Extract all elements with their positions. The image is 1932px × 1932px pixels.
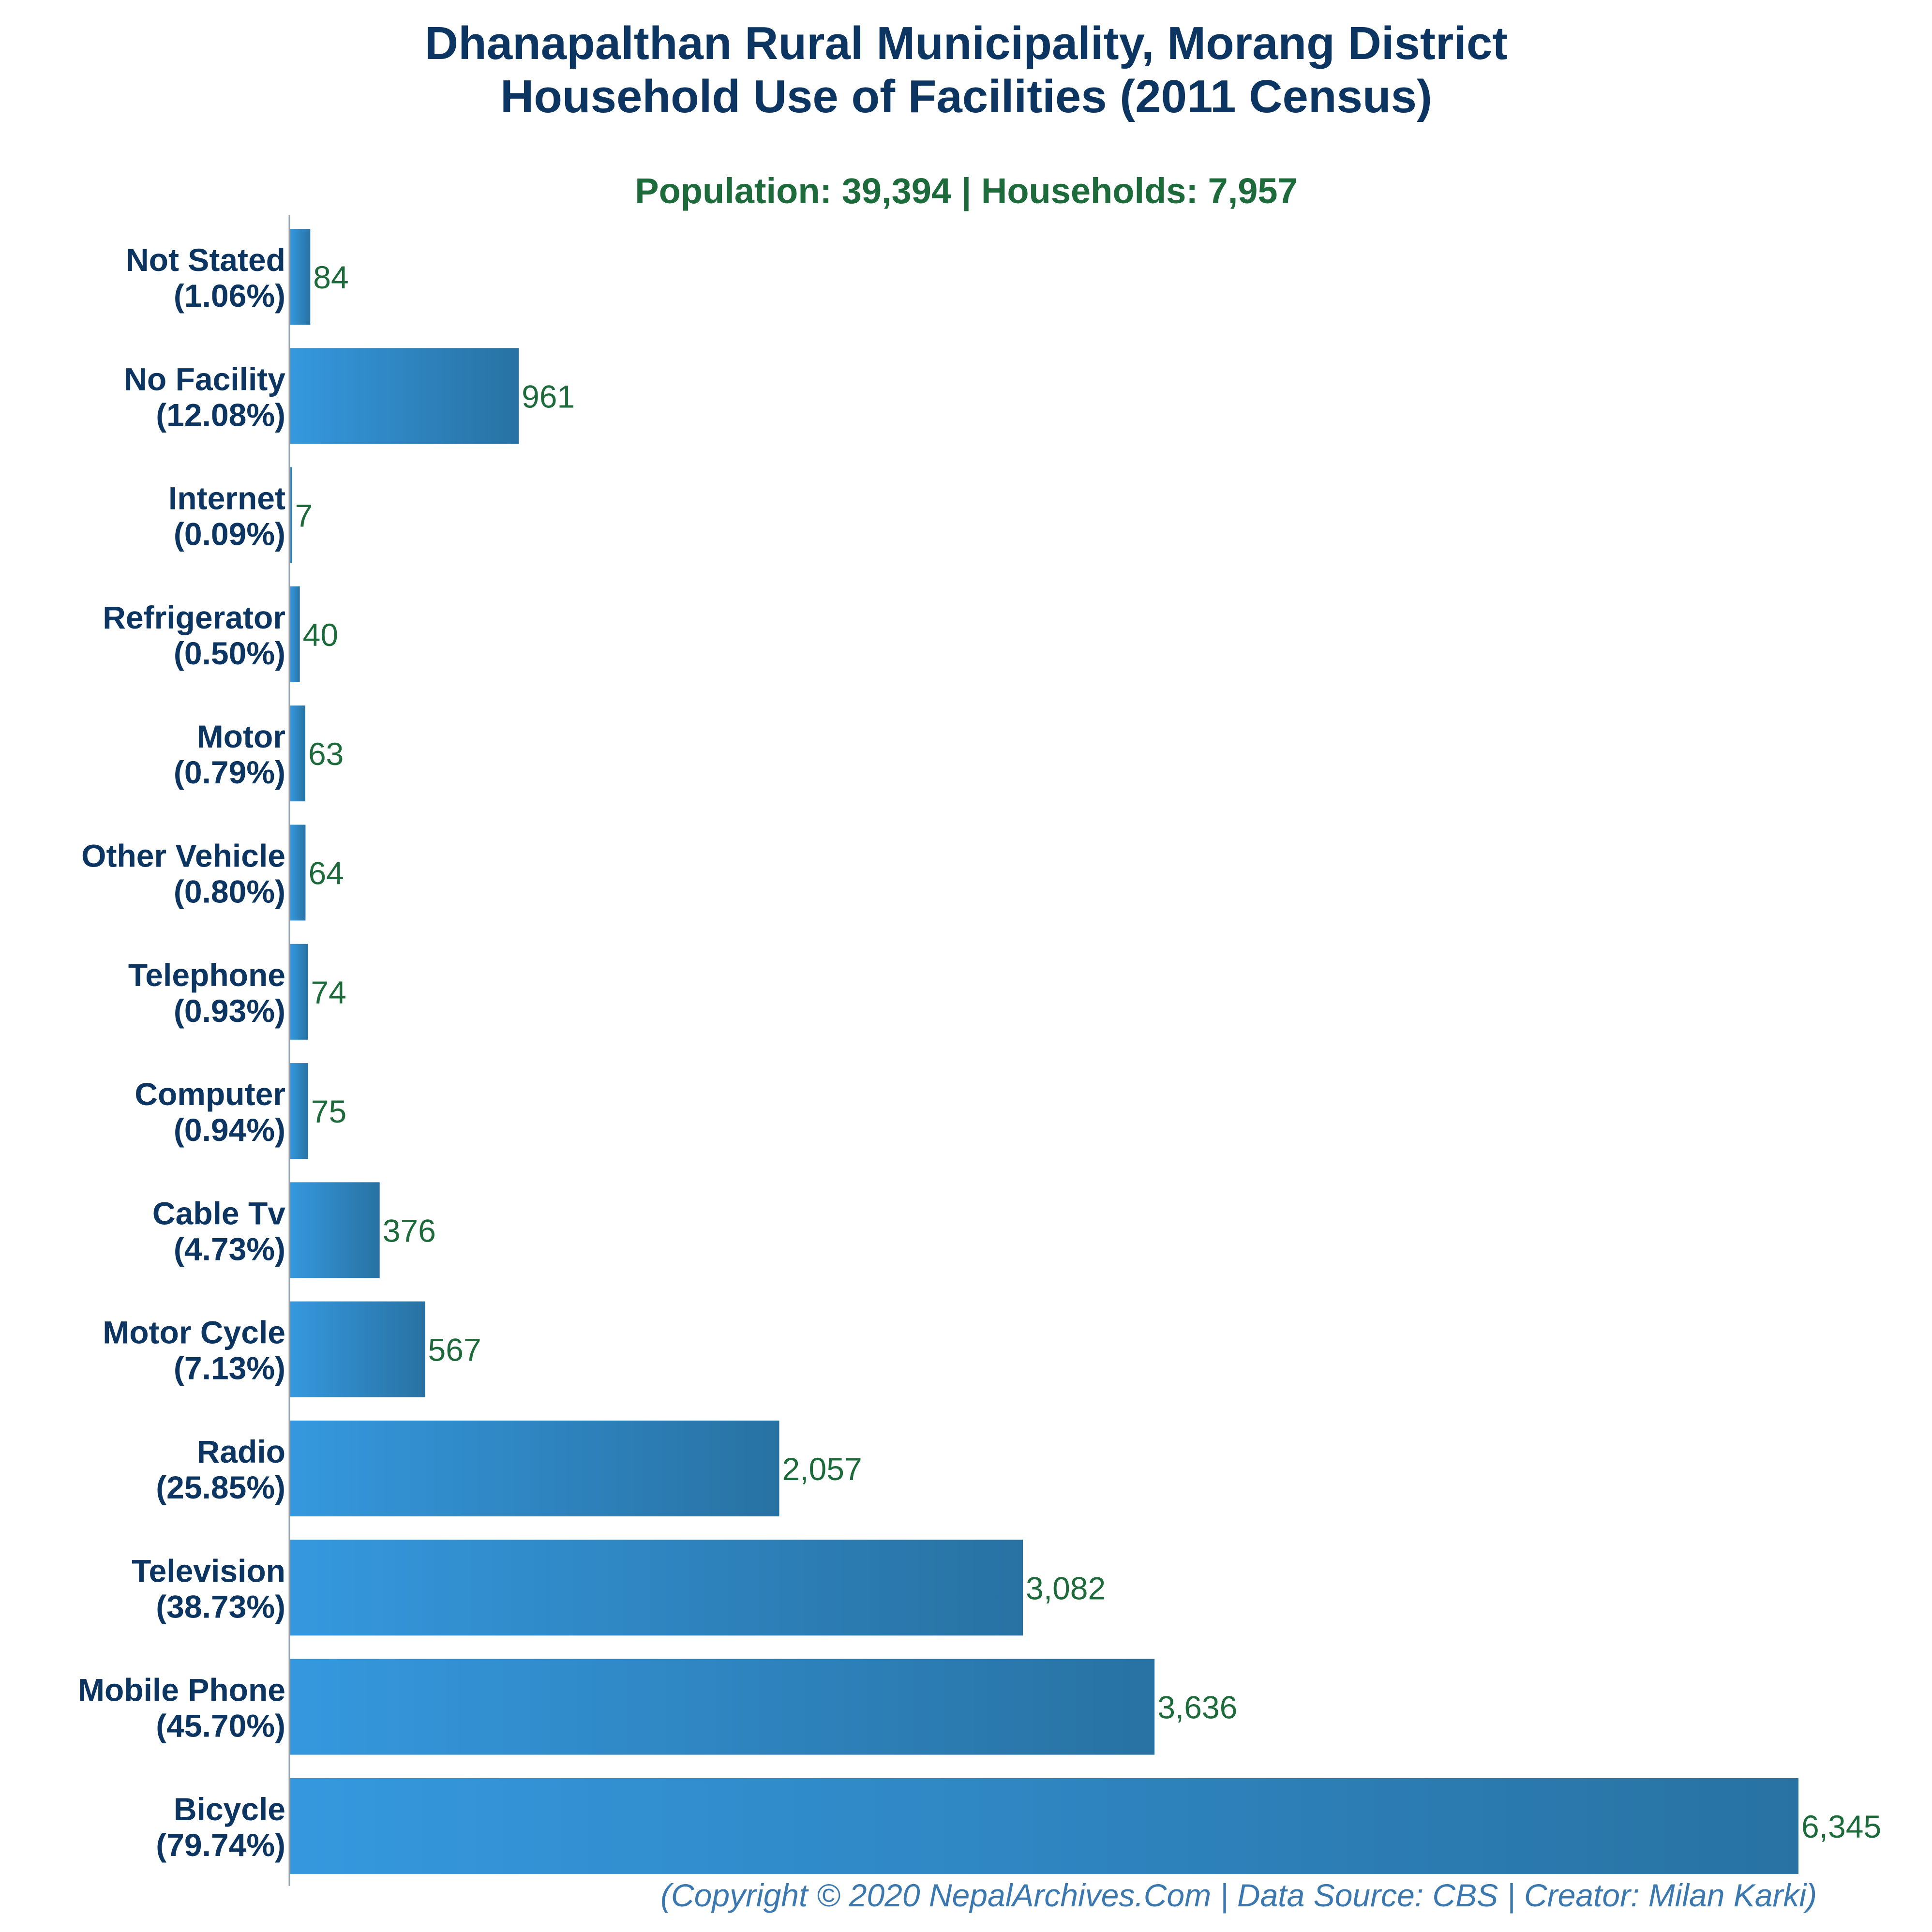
bars-group: 84 Not Stated(1.06%) 961 No Facility(12.08%… bbox=[78, 229, 1881, 1874]
value-label: 6,345 bbox=[1801, 1809, 1881, 1844]
value-label: 40 bbox=[303, 617, 338, 653]
value-label: 74 bbox=[311, 974, 346, 1010]
percent-label: (0.80%) bbox=[174, 874, 285, 910]
percent-label: (1.06%) bbox=[174, 278, 285, 314]
bar-no-facility bbox=[290, 348, 519, 444]
bar-television bbox=[290, 1540, 1023, 1636]
chart-title-line-1: Dhanapalthan Rural Municipality, Morang … bbox=[425, 17, 1508, 69]
value-label: 2,057 bbox=[782, 1451, 862, 1487]
bar-radio bbox=[290, 1421, 779, 1516]
category-label: Radio bbox=[197, 1434, 285, 1469]
value-label: 75 bbox=[311, 1093, 346, 1129]
value-label: 3,636 bbox=[1157, 1690, 1237, 1725]
bar-cable-tv bbox=[290, 1182, 380, 1278]
bar-computer bbox=[290, 1063, 308, 1159]
bar-other-vehicle bbox=[290, 824, 306, 921]
percent-label: (0.09%) bbox=[174, 516, 285, 552]
category-label: Internet bbox=[168, 480, 285, 516]
bar-motor-cycle bbox=[290, 1301, 425, 1397]
chart-title-line-2: Household Use of Facilities (2011 Census… bbox=[500, 71, 1432, 122]
percent-label: (0.94%) bbox=[174, 1112, 285, 1148]
percent-label: (45.70%) bbox=[156, 1708, 285, 1744]
percent-label: (0.93%) bbox=[174, 993, 285, 1029]
percent-label: (0.50%) bbox=[174, 635, 285, 671]
value-label: 7 bbox=[295, 498, 313, 534]
percent-label: (0.79%) bbox=[174, 754, 285, 790]
chart-subtitle: Population: 39,394 | Households: 7,957 bbox=[635, 171, 1298, 211]
category-label: Motor Cycle bbox=[103, 1315, 285, 1350]
value-label: 961 bbox=[522, 378, 575, 414]
percent-label: (79.74%) bbox=[156, 1827, 285, 1863]
category-label: Computer bbox=[135, 1076, 285, 1112]
category-label: No Facility bbox=[124, 361, 285, 397]
bar-telephone bbox=[290, 944, 308, 1040]
value-label: 63 bbox=[308, 736, 344, 772]
category-label: Cable Tv bbox=[152, 1195, 285, 1231]
category-label: Refrigerator bbox=[103, 599, 285, 635]
percent-label: (38.73%) bbox=[156, 1588, 285, 1624]
value-label: 64 bbox=[308, 855, 344, 891]
category-label: Other Vehicle bbox=[81, 838, 285, 874]
bar-motor bbox=[290, 705, 305, 802]
percent-label: (7.13%) bbox=[174, 1350, 285, 1386]
footer-credit: (Copyright © 2020 NepalArchives.Com | Da… bbox=[660, 1877, 1817, 1914]
category-label: Mobile Phone bbox=[78, 1672, 285, 1708]
bar-not-stated bbox=[290, 229, 311, 325]
percent-label: (25.85%) bbox=[156, 1469, 285, 1505]
category-label: Not Stated bbox=[126, 242, 285, 278]
value-label: 376 bbox=[383, 1213, 436, 1248]
bar-bicycle bbox=[290, 1778, 1798, 1874]
bar-internet bbox=[290, 467, 292, 563]
value-label: 3,082 bbox=[1026, 1570, 1106, 1606]
bar-mobile-phone bbox=[290, 1659, 1155, 1755]
value-label: 84 bbox=[313, 259, 348, 295]
value-label: 567 bbox=[428, 1332, 481, 1368]
bar-refrigerator bbox=[290, 586, 300, 682]
category-label: Telephone bbox=[128, 957, 285, 993]
category-label: Bicycle bbox=[174, 1791, 285, 1827]
category-label: Motor bbox=[197, 719, 285, 754]
percent-label: (4.73%) bbox=[174, 1231, 285, 1267]
category-label: Television bbox=[132, 1553, 285, 1588]
percent-label: (12.08%) bbox=[156, 397, 285, 433]
